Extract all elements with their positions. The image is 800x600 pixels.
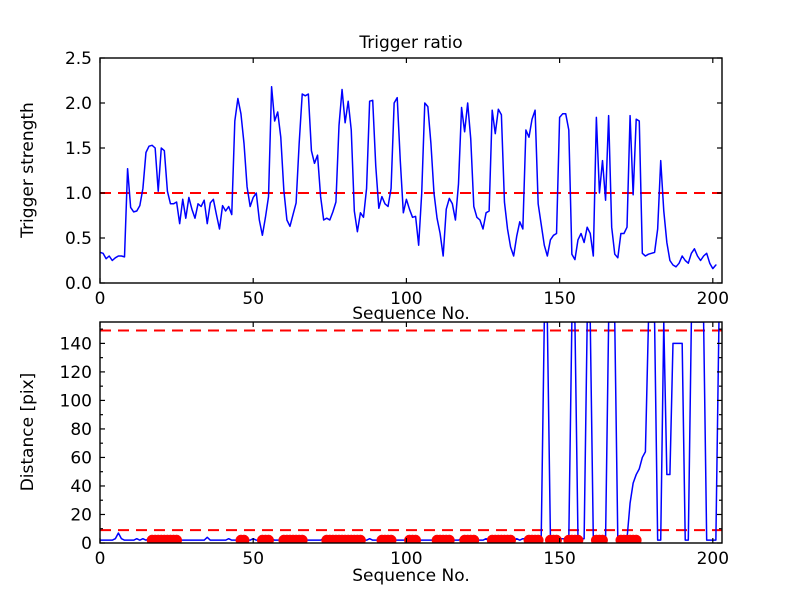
y-tick-label: 100	[60, 391, 92, 411]
x-tick-label: 150	[543, 289, 575, 309]
y-tick-label: 0.0	[65, 274, 92, 294]
x-tick-label: 0	[95, 549, 106, 569]
chart-title-trigger-ratio: Trigger ratio	[358, 33, 462, 53]
y-tick-label: 1.0	[65, 184, 92, 204]
x-tick-label: 150	[543, 549, 575, 569]
y-tick-label: 2.0	[65, 94, 92, 114]
x-tick-label: 50	[242, 289, 264, 309]
x-axis-label-bottom: Sequence No.	[352, 566, 469, 586]
matplotlib-figure: Trigger ratio 0.0 0.5 1.0 1.5 2.0 2.5 0 50 100 1…	[0, 0, 800, 600]
y-tick-label: 120	[60, 363, 92, 383]
y-tick-label: 2.5	[65, 49, 92, 69]
y-tick-label: 0.5	[65, 229, 92, 249]
y-tick-label: 60	[70, 448, 92, 468]
x-tick-label: 0	[95, 289, 106, 309]
y-tick-label: 80	[70, 420, 92, 440]
y-tick-label: 140	[60, 334, 92, 354]
x-tick-label: 50	[242, 549, 264, 569]
y-tick-label: 1.5	[65, 139, 92, 159]
y-axis-label-bottom: Distance [pix]	[18, 373, 38, 492]
x-tick-label: 200	[697, 289, 729, 309]
y-tick-label: 40	[70, 477, 92, 497]
y-axis-label-top: Trigger strength	[18, 102, 38, 239]
x-axis-label-top: Sequence No.	[352, 304, 469, 324]
y-tick-label: 20	[70, 505, 92, 525]
y-tick-label: 0	[81, 534, 92, 554]
figure-canvas: Trigger ratio 0.0 0.5 1.0 1.5 2.0 2.5 0 50 100 1…	[0, 0, 800, 600]
x-tick-label: 200	[697, 549, 729, 569]
